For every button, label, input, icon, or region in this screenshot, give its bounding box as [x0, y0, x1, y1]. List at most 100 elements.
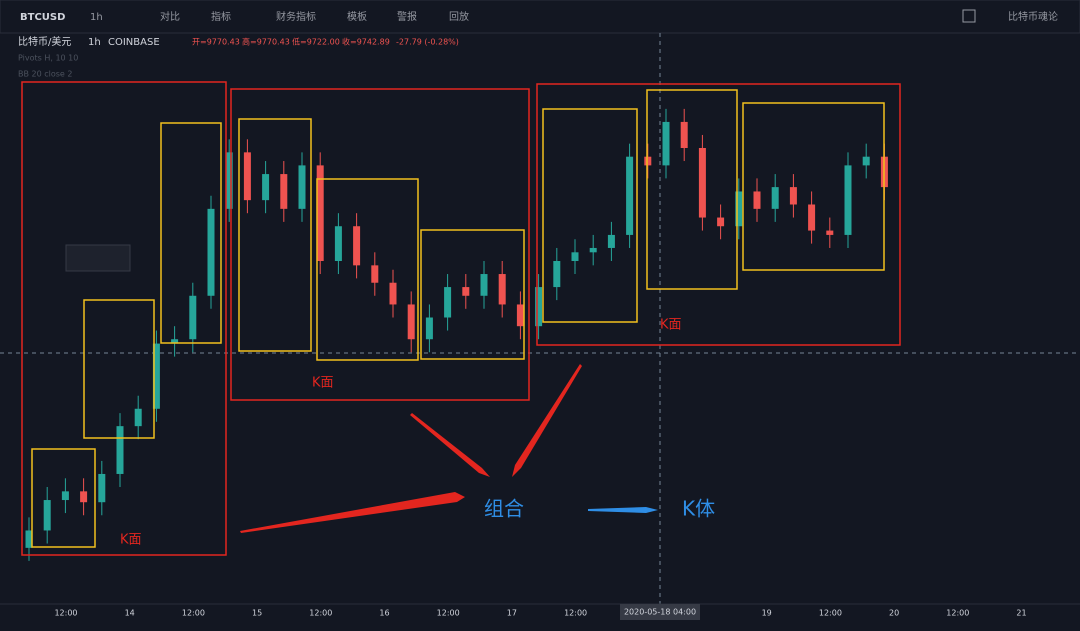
face-label: K面 — [312, 376, 334, 391]
candle-body — [607, 234, 615, 248]
candle-body — [98, 473, 106, 503]
candle-body — [225, 152, 233, 209]
legend-low: 低=9722.00 — [292, 37, 340, 47]
candle-body — [371, 265, 379, 283]
candle-body — [298, 165, 306, 209]
x-tick-label: 12:00 — [819, 609, 842, 618]
x-tick-label: 19 — [762, 609, 772, 618]
candle-body — [189, 295, 197, 340]
red-box — [536, 83, 901, 346]
arrow — [240, 492, 465, 533]
candle-body — [553, 261, 561, 288]
candle-body — [280, 174, 288, 209]
body-label: K体 — [682, 497, 715, 521]
candle-body — [535, 287, 543, 327]
yellow-box — [31, 448, 96, 548]
candle-body — [152, 343, 160, 409]
tool[interactable]: 指标 — [211, 10, 231, 23]
layout-icon[interactable] — [962, 9, 976, 23]
candle-body — [735, 191, 743, 227]
red-box — [230, 88, 530, 401]
x-tick-label: 12:00 — [946, 609, 969, 618]
indicator[interactable]: BB 20 close 2 — [18, 70, 72, 79]
x-tick-label: 20 — [889, 609, 899, 618]
candle-body — [826, 230, 834, 235]
candle-body — [171, 339, 179, 344]
candle-body — [516, 304, 524, 327]
interval[interactable]: 1h — [90, 12, 103, 23]
yellow-box — [238, 118, 312, 352]
annotation-boxes — [21, 81, 901, 556]
x-tick-label: 12:00 — [182, 609, 205, 618]
candle-body — [134, 408, 142, 427]
yellow-box — [742, 102, 885, 271]
x-tick-label: 12:00 — [54, 609, 77, 618]
candle-body — [571, 252, 579, 261]
candle-body — [262, 174, 270, 201]
drawing-toolbar[interactable] — [65, 244, 131, 272]
legend-high: 高=9770.43 — [242, 37, 290, 47]
tool[interactable]: 警报 — [397, 10, 417, 23]
x-tick-label: 12:00 — [309, 609, 332, 618]
candle-body — [589, 247, 597, 253]
x-tick-label: 14 — [125, 609, 135, 618]
candle-body — [662, 121, 670, 166]
yellow-box — [542, 108, 638, 323]
arrow — [410, 413, 490, 477]
candle-body — [498, 274, 506, 305]
yellow-box — [160, 122, 222, 344]
candle-body — [626, 156, 634, 235]
candle-body — [425, 317, 433, 340]
candle-body — [353, 226, 361, 266]
symbol[interactable]: BTCUSD — [20, 12, 65, 23]
candle-body — [862, 156, 870, 166]
face-label: K面 — [120, 533, 142, 548]
tool[interactable]: 对比 — [160, 10, 180, 23]
candle-body — [389, 282, 397, 305]
candle-body — [462, 287, 470, 296]
crosshair-label-bg — [620, 604, 700, 620]
x-tick-label: 12:00 — [564, 609, 587, 618]
toolbar-right[interactable]: 比特币魂论 — [1008, 10, 1058, 23]
red-box — [21, 81, 227, 556]
candle-body — [334, 226, 342, 261]
tool[interactable]: 模板 — [347, 10, 367, 23]
x-tick-label: 16 — [379, 609, 389, 618]
yellow-box — [646, 89, 738, 290]
candle-body — [25, 530, 33, 548]
legend-name: 比特币/美元 — [18, 35, 71, 48]
candle-body — [680, 121, 688, 148]
legend-open: 开=9770.43 — [192, 38, 240, 47]
candle-body — [644, 156, 652, 166]
candle-body — [789, 187, 797, 205]
candle-body — [407, 304, 415, 340]
arrow — [588, 507, 658, 513]
x-tick-label: 17 — [507, 609, 517, 618]
legend-exchange: COINBASE — [108, 37, 160, 48]
tool[interactable]: 回放 — [449, 10, 469, 23]
x-tick-label: 15 — [252, 609, 262, 618]
candle-body — [844, 165, 852, 235]
candle-body — [717, 217, 725, 227]
candle-body — [771, 187, 779, 209]
arrows — [240, 364, 658, 533]
candle-body — [243, 152, 251, 201]
indicator[interactable]: Pivots H, 10 10 — [18, 54, 78, 63]
candle-body — [61, 491, 69, 501]
candle-body — [43, 500, 51, 531]
candle-body — [753, 191, 761, 209]
yellow-box — [83, 299, 155, 439]
yellow-box — [316, 178, 419, 361]
candle-body — [480, 274, 488, 296]
candle-body — [207, 208, 215, 296]
x-tick-label: 21 — [1016, 609, 1026, 618]
face-label: K面 — [660, 318, 682, 333]
legend-close: 收=9742.89 — [342, 37, 390, 47]
tool[interactable]: 财务指标 — [276, 10, 316, 23]
candle-body — [116, 426, 124, 474]
crosshair-label: 2020-05-18 04:00 — [624, 608, 696, 617]
combo-label: 组合 — [484, 497, 524, 521]
toolbar — [0, 0, 1080, 34]
